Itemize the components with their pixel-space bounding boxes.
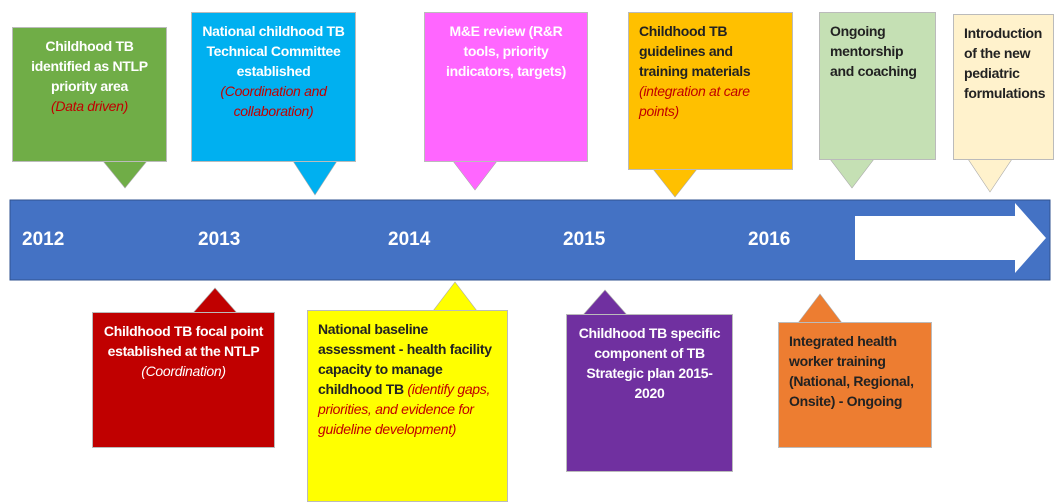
year-label: 2013	[198, 229, 241, 250]
event-text: Childhood TB specific component of TB St…	[578, 325, 721, 401]
callout-pointer	[432, 281, 478, 312]
event-text: Ongoing mentorship and coaching	[830, 23, 917, 79]
event-text: Childhood TB identified as NTLP priority…	[31, 38, 148, 94]
event-box: Childhood TB focal point established at …	[92, 312, 275, 448]
event-box: Childhood TB specific component of TB St…	[566, 314, 733, 472]
event-note: (Coordination)	[141, 363, 226, 379]
callout-pointer	[797, 293, 843, 324]
event-box: National childhood TB Technical Committe…	[191, 12, 356, 162]
event-note: (integration at care points)	[639, 83, 750, 119]
event-box: M&E review (R&R tools, priority indicato…	[424, 12, 588, 162]
event-note: (Data driven)	[50, 98, 129, 114]
callout-pointer	[292, 160, 338, 196]
callout-pointer	[192, 287, 238, 314]
event-box: Integrated health worker training (Natio…	[778, 322, 932, 448]
event-note: (Coordination and collaboration)	[220, 83, 327, 119]
callout-pointer	[452, 160, 498, 191]
event-box: National baseline assessment - health fa…	[307, 310, 508, 502]
event-text: Childhood TB focal point established at …	[103, 323, 264, 359]
callout-pointer	[102, 160, 148, 189]
callout-pointer	[829, 158, 875, 189]
event-note: (identify gaps, priorities, and evidence…	[318, 381, 491, 437]
callout-pointer	[582, 289, 628, 316]
callout-pointer	[967, 158, 1013, 193]
year-label: 2012	[22, 229, 65, 250]
event-box: Introduction of the new pediatric formul…	[953, 14, 1054, 160]
event-box: Childhood TB guidelines and training mat…	[628, 12, 793, 170]
event-text: National childhood TB Technical Committe…	[202, 23, 345, 79]
event-box: Childhood TB identified as NTLP priority…	[12, 27, 167, 162]
event-text: Introduction of the new pediatric formul…	[964, 25, 1046, 101]
year-label: 2014	[388, 229, 431, 250]
timeline-arrow	[855, 203, 1046, 273]
event-text: Integrated health worker training (Natio…	[789, 333, 914, 409]
event-box: Ongoing mentorship and coaching	[819, 12, 936, 160]
event-text: Childhood TB guidelines and training mat…	[639, 23, 751, 79]
event-text: M&E review (R&R tools, priority indicato…	[445, 23, 567, 79]
event-text: National baseline assessment - health fa…	[318, 321, 492, 397]
year-label: 2015	[563, 229, 606, 250]
year-label: 2016	[748, 229, 791, 250]
callout-pointer	[652, 168, 698, 198]
